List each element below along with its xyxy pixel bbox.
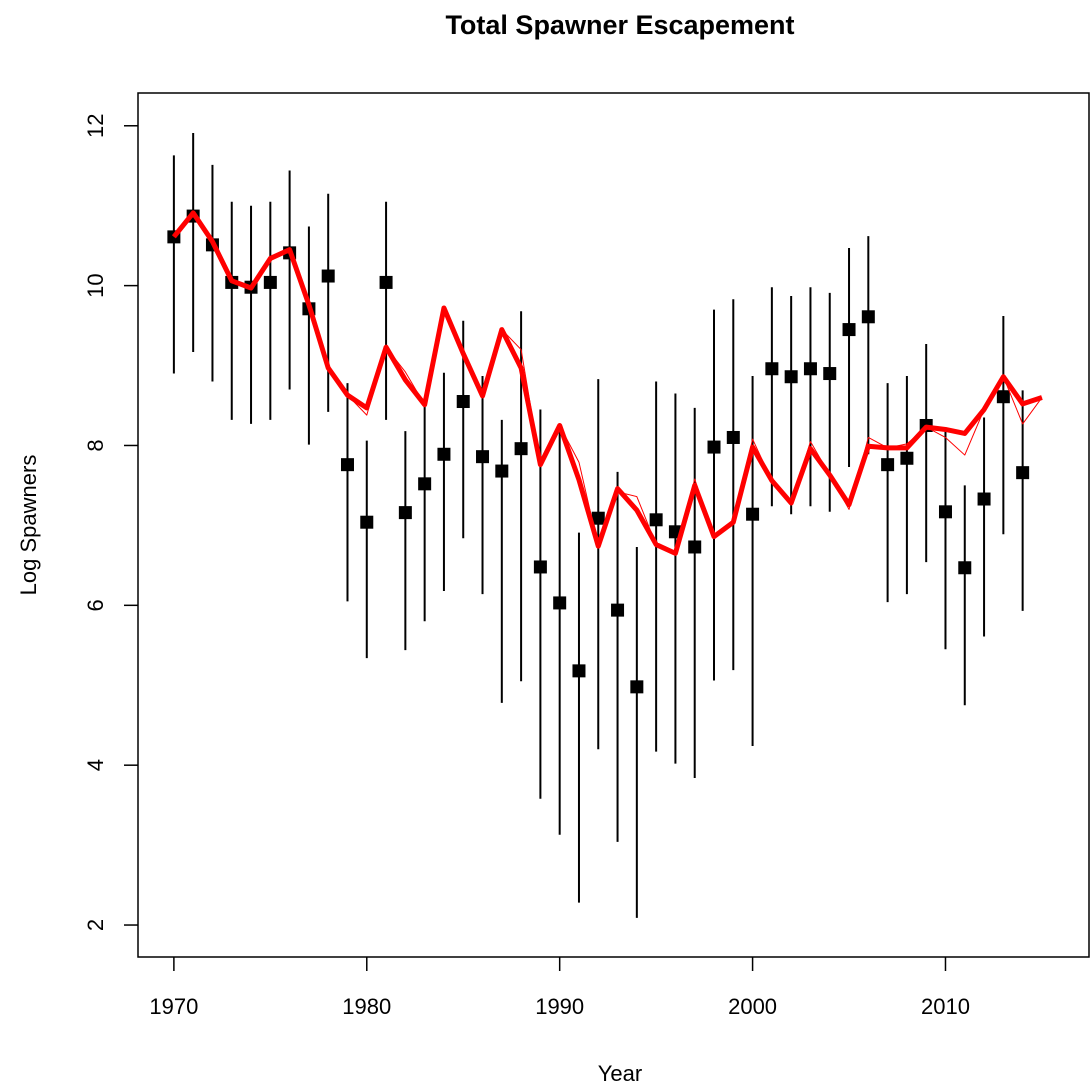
point — [379, 275, 393, 289]
point — [398, 506, 412, 520]
line — [173, 212, 1043, 554]
x-axis-label: Year — [598, 1061, 642, 1086]
y-tick-label: 12 — [83, 114, 108, 138]
point — [958, 561, 972, 575]
point — [1016, 466, 1030, 480]
x-tick-label: 2010 — [921, 994, 970, 1019]
point — [881, 458, 895, 472]
point — [591, 511, 605, 525]
point — [765, 362, 779, 376]
point — [707, 440, 721, 454]
y-tick-label: 8 — [83, 439, 108, 451]
point — [823, 367, 837, 381]
point — [572, 664, 586, 678]
x-tick-label: 1970 — [149, 994, 198, 1019]
point — [418, 477, 432, 491]
point — [321, 269, 335, 283]
point — [514, 442, 528, 456]
point — [533, 560, 547, 574]
y-tick-label: 2 — [83, 919, 108, 931]
x-tick-label: 1990 — [535, 994, 584, 1019]
x-tick-label: 1980 — [342, 994, 391, 1019]
point — [360, 515, 374, 529]
chart-title: Total Spawner Escapement — [445, 10, 794, 40]
y-tick-label: 10 — [83, 273, 108, 297]
y-tick-label: 4 — [83, 759, 108, 771]
point — [900, 451, 914, 465]
point — [726, 430, 740, 444]
point — [784, 370, 798, 384]
point — [842, 323, 856, 337]
point — [495, 464, 509, 478]
point — [263, 275, 277, 289]
point — [938, 505, 952, 519]
point — [996, 390, 1010, 404]
y-axis-label: Log Spawners — [16, 455, 41, 596]
point — [861, 310, 875, 324]
point — [437, 447, 451, 461]
point — [688, 540, 702, 554]
point — [340, 458, 354, 472]
point — [977, 492, 991, 506]
y-tick-label: 6 — [83, 599, 108, 611]
plot-box — [137, 92, 1090, 958]
point — [746, 507, 760, 521]
point — [803, 362, 817, 376]
point — [553, 596, 567, 610]
x-tick-label: 2000 — [728, 994, 777, 1019]
point — [649, 513, 663, 527]
point — [476, 450, 490, 464]
point — [456, 395, 470, 409]
point — [630, 680, 644, 694]
line — [171, 210, 1043, 556]
point — [611, 603, 625, 617]
